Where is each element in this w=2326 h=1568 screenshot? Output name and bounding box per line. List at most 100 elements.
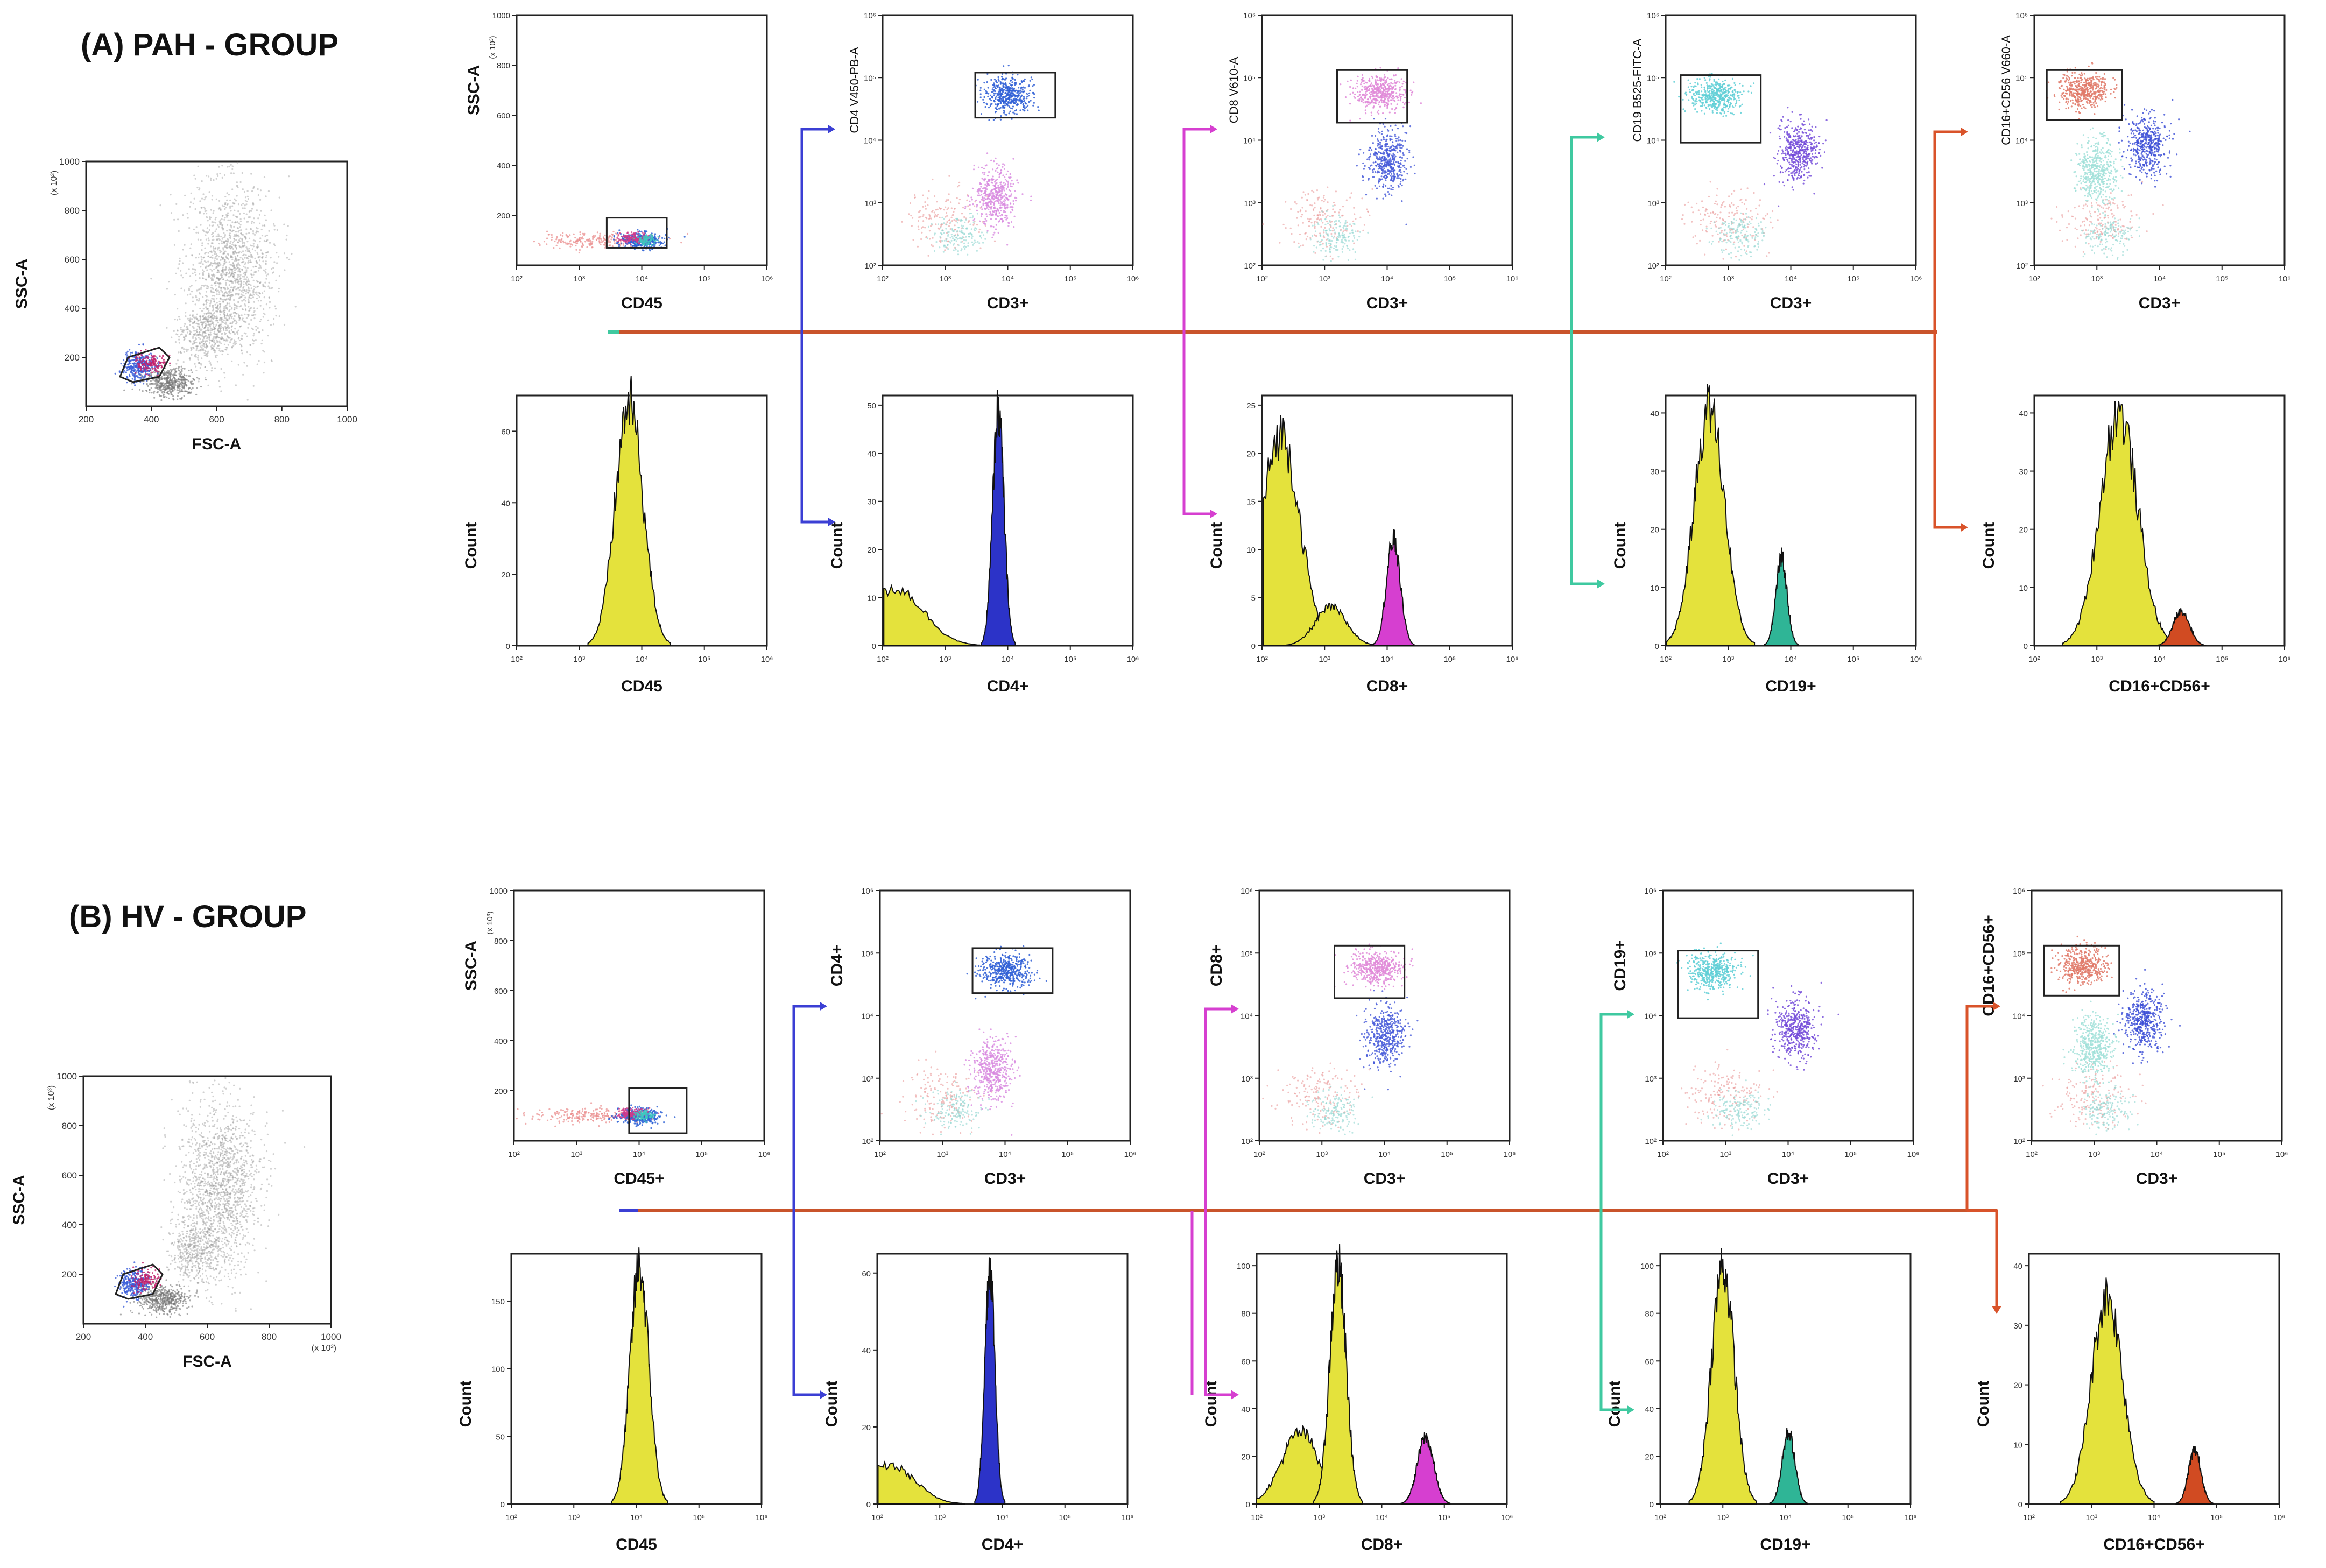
a-dot-cd4-other-pop-dot (1003, 189, 1005, 192)
a-dot-cd4-other-pop-dot (1001, 201, 1003, 203)
a-monocytes-dot (205, 350, 207, 352)
a-granulocytes-dot (212, 307, 214, 309)
a-debris-dot (171, 390, 173, 392)
a-granulocytes-dot (175, 203, 178, 205)
a-granulocytes-dot (181, 262, 184, 264)
a-lymph-blue-dot (126, 363, 129, 365)
a-dot-cd4-other-pop-dot (997, 221, 1000, 223)
a-granulocytes-dot (244, 242, 246, 244)
a-granulocytes-dot (278, 315, 280, 317)
a-granulocytes-dot (261, 339, 263, 342)
a-granulocytes-dot (241, 337, 243, 340)
a-granulocytes-dot (229, 337, 231, 339)
a-dot-cd4-other-pop-dot (1008, 176, 1010, 179)
a-monocytes-dot (200, 341, 202, 343)
a-dot-cd45-neg-dot (569, 234, 571, 236)
a-dot-cd4-target-pop-dot (1005, 86, 1007, 88)
a-granulocytes-dot (250, 307, 252, 309)
a-granulocytes-dot (215, 310, 217, 312)
a-monocytes-dot (210, 319, 213, 321)
a-granulocytes-dot (278, 256, 280, 258)
a-dot-cd4-bg-cyan-dot (956, 238, 958, 240)
a-granulocytes-dot (238, 337, 240, 339)
a-dot-cd4-bg-cyan-dot (971, 217, 974, 219)
a-dot-cd45-neg-dot (551, 238, 553, 241)
a-dot-cd4-target-pop-dot (997, 76, 999, 79)
a-dot-cd45-pos-pink-dot (643, 234, 645, 236)
a-dot-cd45-pos-pink-dot (630, 243, 632, 245)
a-granulocytes-dot (236, 185, 238, 187)
a-dot-cd4-target-pop-dot (999, 87, 1001, 89)
a-dot-cd4-bg-red-dot (946, 208, 948, 210)
a-granulocytes-dot (212, 212, 214, 214)
a-monocytes-dot (223, 321, 225, 323)
a-dot-cd4-other-pop-dot (998, 202, 1000, 204)
a-granulocytes-dot (238, 236, 240, 238)
a-dot-cd4-target-pop-dot (995, 96, 997, 98)
a-granulocytes-dot (210, 177, 212, 179)
a-dot-cd4-target-pop-dot (977, 101, 979, 103)
a-monocytes-dot (216, 341, 218, 343)
a-granulocytes-dot (174, 319, 176, 321)
a-monocytes-dot (200, 288, 202, 291)
a-gating: 200 400 600 800 10002004006008001000FSC-ASSC… (13, 157, 357, 453)
a-monocytes-dot (213, 312, 215, 314)
a-dot-cd4-other-pop-dot (988, 179, 990, 181)
a-dot-cd45-pos-blue-dot (654, 235, 656, 237)
a-monocytes-dot (223, 372, 225, 374)
a-granulocytes-dot (265, 260, 267, 263)
a-dot-cd4-other-pop-dot (1009, 190, 1012, 192)
a-granulocytes-dot (227, 315, 229, 317)
a-granulocytes-dot (252, 243, 255, 245)
a-granulocytes-dot (222, 272, 224, 274)
a-dot-cd4-other-pop-dot (1003, 205, 1006, 207)
a-granulocytes-dot (215, 325, 217, 327)
a-debris-dot (164, 391, 166, 394)
a-dot-cd4-other-pop-dot (1016, 197, 1018, 199)
a-granulocytes-dot (229, 289, 231, 291)
a-granulocytes-dot (225, 240, 227, 243)
a-dot-cd4-other-pop-dot (1004, 183, 1007, 186)
a-dot-cd4-target-pop-dot (1001, 76, 1003, 78)
a-dot-cd4-target-pop-dot (1002, 96, 1004, 98)
a-monocytes-dot (199, 338, 201, 340)
a-dot-cd4-other-pop-dot (1010, 221, 1013, 223)
a-granulocytes-dot (209, 251, 212, 253)
a-granulocytes-dot (243, 294, 245, 297)
a-monocytes-dot (203, 352, 206, 354)
a-granulocytes-dot (231, 280, 234, 283)
a-granulocytes-dot (228, 269, 230, 271)
a-granulocytes-dot (201, 284, 203, 287)
a-dot-cd45-pos-cyan-dot (633, 237, 635, 239)
a-debris-dot (166, 381, 168, 383)
a-granulocytes-dot (243, 278, 245, 280)
a-granulocytes-dot (262, 292, 264, 294)
a-monocytes-dot (183, 351, 185, 353)
a-dot-cd4-bg-cyan-dot (961, 237, 963, 240)
a-lymph-red-dot (155, 364, 157, 366)
a-granulocytes-dot (231, 360, 233, 363)
a-dot-cd4-target-pop-dot (1010, 107, 1012, 109)
a-monocytes-dot (191, 318, 193, 320)
a-dot-cd4-bg-red-dot (921, 231, 923, 234)
a-monocytes-dot (214, 341, 216, 343)
a-dot-cd45-pos-cyan-dot (644, 238, 646, 240)
a-granulocytes-dot (200, 256, 202, 258)
a-monocytes-dot (213, 344, 216, 346)
a-granulocytes-dot (201, 321, 203, 323)
a-debris-dot (188, 391, 191, 393)
a-monocytes-dot (209, 305, 211, 307)
a-granulocytes-dot (230, 338, 232, 341)
a-granulocytes-dot (235, 239, 237, 241)
a-granulocytes-dot (201, 258, 203, 260)
a-dot-cd4-target-pop-dot (1013, 112, 1016, 115)
a-dot-cd4-bg-cyan-dot (935, 241, 938, 243)
a-lymph-blue-dot (140, 377, 143, 379)
a-dot-cd4-target-pop-dot (983, 82, 985, 84)
a-debris-dot (169, 376, 171, 378)
a-dot-cd4-other-pop-dot (995, 194, 997, 196)
a-dot-cd4-other-pop-dot (984, 203, 986, 205)
a-granulocytes-dot (234, 312, 236, 314)
a-dot-cd4-target-pop-dot (998, 100, 1000, 102)
a-granulocytes-dot (229, 232, 231, 235)
